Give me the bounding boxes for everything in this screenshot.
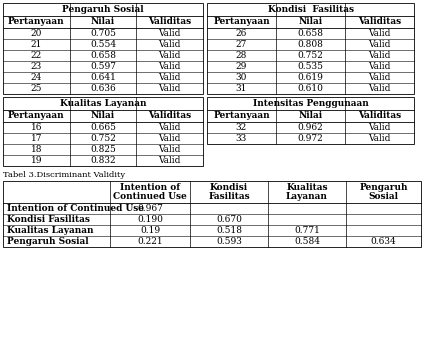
Text: Validitas: Validitas	[148, 111, 191, 120]
Text: Valid: Valid	[368, 123, 391, 132]
Text: 0.808: 0.808	[298, 40, 324, 49]
Text: Validitas: Validitas	[148, 17, 191, 27]
Text: 30: 30	[236, 73, 247, 82]
Text: 0.593: 0.593	[216, 237, 242, 246]
Text: 0.518: 0.518	[216, 226, 242, 235]
Text: 0.658: 0.658	[298, 29, 324, 38]
Text: 0.610: 0.610	[298, 84, 324, 93]
Text: 22: 22	[31, 51, 42, 60]
Text: 0.825: 0.825	[90, 145, 116, 154]
Text: 17: 17	[31, 134, 42, 143]
Text: 23: 23	[31, 62, 42, 71]
Text: Pertanyaan: Pertanyaan	[8, 111, 64, 120]
Text: 0.962: 0.962	[298, 123, 324, 132]
Text: Kualitas Layanan: Kualitas Layanan	[7, 226, 94, 235]
Text: Valid: Valid	[368, 73, 391, 82]
Text: Nilai: Nilai	[298, 111, 323, 120]
Bar	[3, 3, 203, 94]
Text: Valid: Valid	[368, 40, 391, 49]
Text: 0.752: 0.752	[298, 51, 324, 60]
Text: 29: 29	[236, 62, 247, 71]
Text: 0.752: 0.752	[90, 134, 116, 143]
Text: 0.665: 0.665	[90, 123, 116, 132]
Text: 0.705: 0.705	[90, 29, 116, 38]
Text: Kualitas Layanan: Kualitas Layanan	[60, 99, 146, 108]
Text: 0.554: 0.554	[90, 40, 116, 49]
Text: Kualitas: Kualitas	[286, 183, 328, 192]
Text: 0.641: 0.641	[90, 73, 116, 82]
Text: Valid: Valid	[368, 84, 391, 93]
Text: Nilai: Nilai	[91, 111, 115, 120]
Text: 16: 16	[31, 123, 42, 132]
Text: 25: 25	[31, 84, 42, 93]
Text: 0.535: 0.535	[298, 62, 324, 71]
Text: 24: 24	[31, 73, 42, 82]
Bar	[207, 97, 414, 144]
Text: Pengaruh: Pengaruh	[359, 183, 408, 192]
Text: 0.670: 0.670	[216, 215, 242, 224]
Text: Valid: Valid	[368, 51, 391, 60]
Text: 21: 21	[31, 40, 42, 49]
Text: Pertanyaan: Pertanyaan	[8, 17, 64, 27]
Text: Intensitas Penggunaan: Intensitas Penggunaan	[253, 99, 368, 108]
Text: Tabel 3.Discriminant Validity: Tabel 3.Discriminant Validity	[3, 171, 125, 179]
Text: 0.636: 0.636	[90, 84, 116, 93]
Text: 0.597: 0.597	[90, 62, 116, 71]
Text: 27: 27	[236, 40, 247, 49]
Text: Valid: Valid	[159, 40, 181, 49]
Text: Intention of: Intention of	[120, 183, 180, 192]
Bar	[3, 97, 203, 166]
Text: Pengaruh Sosial: Pengaruh Sosial	[7, 237, 89, 246]
Text: Valid: Valid	[159, 156, 181, 165]
Text: 0.967: 0.967	[137, 204, 163, 213]
Text: Fasilitas: Fasilitas	[208, 192, 250, 201]
Text: Valid: Valid	[159, 73, 181, 82]
Text: Kondisi: Kondisi	[210, 183, 248, 192]
Text: Valid: Valid	[159, 84, 181, 93]
Text: 0.619: 0.619	[298, 73, 324, 82]
Text: Sosial: Sosial	[368, 192, 399, 201]
Text: Valid: Valid	[368, 29, 391, 38]
Text: Valid: Valid	[159, 29, 181, 38]
Text: Pertanyaan: Pertanyaan	[213, 111, 270, 120]
Bar	[207, 3, 414, 94]
Text: Pertanyaan: Pertanyaan	[213, 17, 270, 27]
Text: 31: 31	[236, 84, 247, 93]
Text: 0.634: 0.634	[371, 237, 396, 246]
Text: Pengaruh Sosial: Pengaruh Sosial	[62, 5, 144, 14]
Text: 0.584: 0.584	[294, 237, 320, 246]
Text: 0.190: 0.190	[137, 215, 163, 224]
Text: 33: 33	[236, 134, 247, 143]
Text: 0.972: 0.972	[298, 134, 324, 143]
Text: 0.771: 0.771	[294, 226, 320, 235]
Text: Valid: Valid	[159, 145, 181, 154]
Text: Kondisi Fasilitas: Kondisi Fasilitas	[7, 215, 90, 224]
Text: 0.658: 0.658	[90, 51, 116, 60]
Text: Intention of Continued Use: Intention of Continued Use	[7, 204, 144, 213]
Text: Kondisi  Fasilitas: Kondisi Fasilitas	[268, 5, 354, 14]
Text: 18: 18	[31, 145, 42, 154]
Text: 19: 19	[31, 156, 42, 165]
Text: Valid: Valid	[159, 134, 181, 143]
Text: 28: 28	[236, 51, 247, 60]
Text: 0.19: 0.19	[140, 226, 160, 235]
Text: Valid: Valid	[159, 62, 181, 71]
Text: Valid: Valid	[159, 123, 181, 132]
Text: Continued Use: Continued Use	[113, 192, 187, 201]
Text: Nilai: Nilai	[298, 17, 323, 27]
Text: Valid: Valid	[159, 51, 181, 60]
Text: Validitas: Validitas	[358, 17, 401, 27]
Text: Valid: Valid	[368, 62, 391, 71]
Text: Validitas: Validitas	[358, 111, 401, 120]
Text: Layanan: Layanan	[286, 192, 328, 201]
Bar	[3, 181, 421, 247]
Text: Nilai: Nilai	[91, 17, 115, 27]
Text: Valid: Valid	[368, 134, 391, 143]
Text: 26: 26	[236, 29, 247, 38]
Text: 0.221: 0.221	[137, 237, 163, 246]
Text: 0.832: 0.832	[90, 156, 116, 165]
Text: 32: 32	[236, 123, 247, 132]
Text: 20: 20	[31, 29, 42, 38]
